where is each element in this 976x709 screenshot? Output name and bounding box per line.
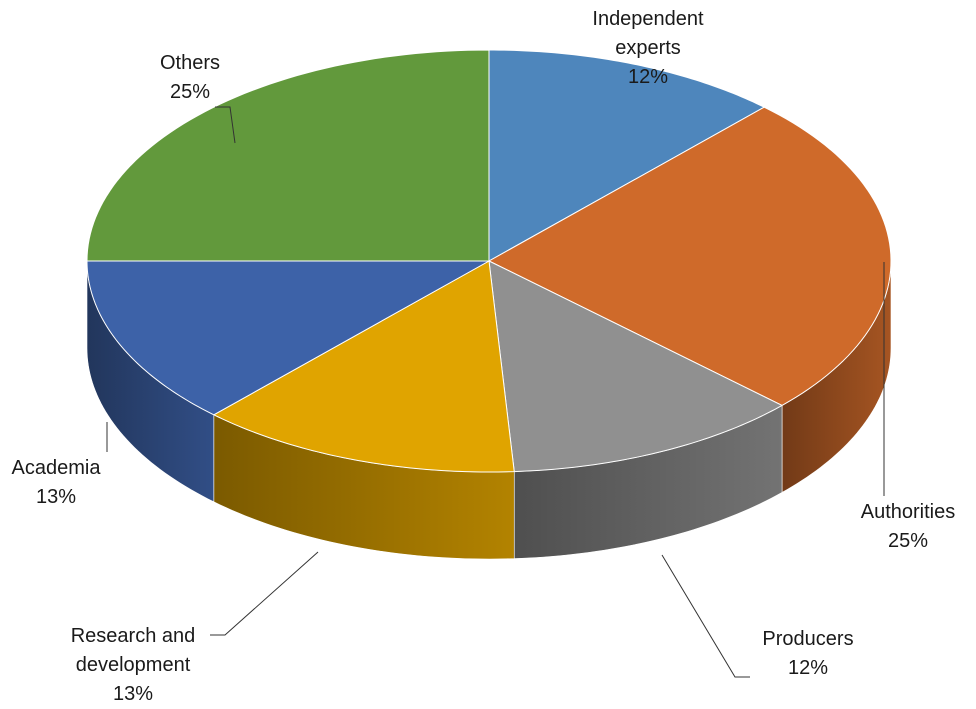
- data-label-others: Others 25%: [160, 49, 220, 107]
- leader-line-others: [215, 106, 236, 144]
- data-label-value: 13%: [112, 683, 154, 705]
- data-label-category: Producers: [762, 628, 854, 650]
- data-label-academia: Academia 13%: [12, 454, 101, 512]
- data-label-value: 13%: [35, 486, 77, 508]
- pie-slice-others: [86, 49, 490, 262]
- data-label-independent-experts: Independent experts 12%: [592, 5, 703, 92]
- data-label-category: experts: [615, 37, 681, 59]
- data-label-category: Authorities: [860, 501, 956, 523]
- pie-slice-authorities: [488, 106, 892, 406]
- data-label-value: 12%: [787, 657, 829, 679]
- data-label-value: 12%: [627, 66, 669, 88]
- data-label-category: Others: [159, 52, 221, 74]
- leader-line-producers: [661, 554, 750, 678]
- pie-slice-independent-experts: [488, 49, 765, 262]
- data-label-value: 25%: [169, 81, 211, 103]
- data-label-authorities: Authorities 25%: [861, 498, 956, 556]
- pie-slice-academia: [86, 260, 490, 416]
- data-label-category: Research and: [70, 625, 196, 647]
- data-label-value: 25%: [887, 530, 929, 552]
- data-label-producers: Producers 12%: [762, 625, 853, 683]
- data-label-category: Independent: [592, 8, 704, 30]
- data-label-category: development: [75, 654, 191, 676]
- leader-line-research-and-development: [210, 551, 319, 636]
- pie-slice-research-and-development: [213, 260, 515, 473]
- pie-slice-producers: [488, 260, 783, 473]
- data-label-research-and-development: Research and development 13%: [71, 622, 196, 709]
- data-label-category: Academia: [11, 457, 101, 479]
